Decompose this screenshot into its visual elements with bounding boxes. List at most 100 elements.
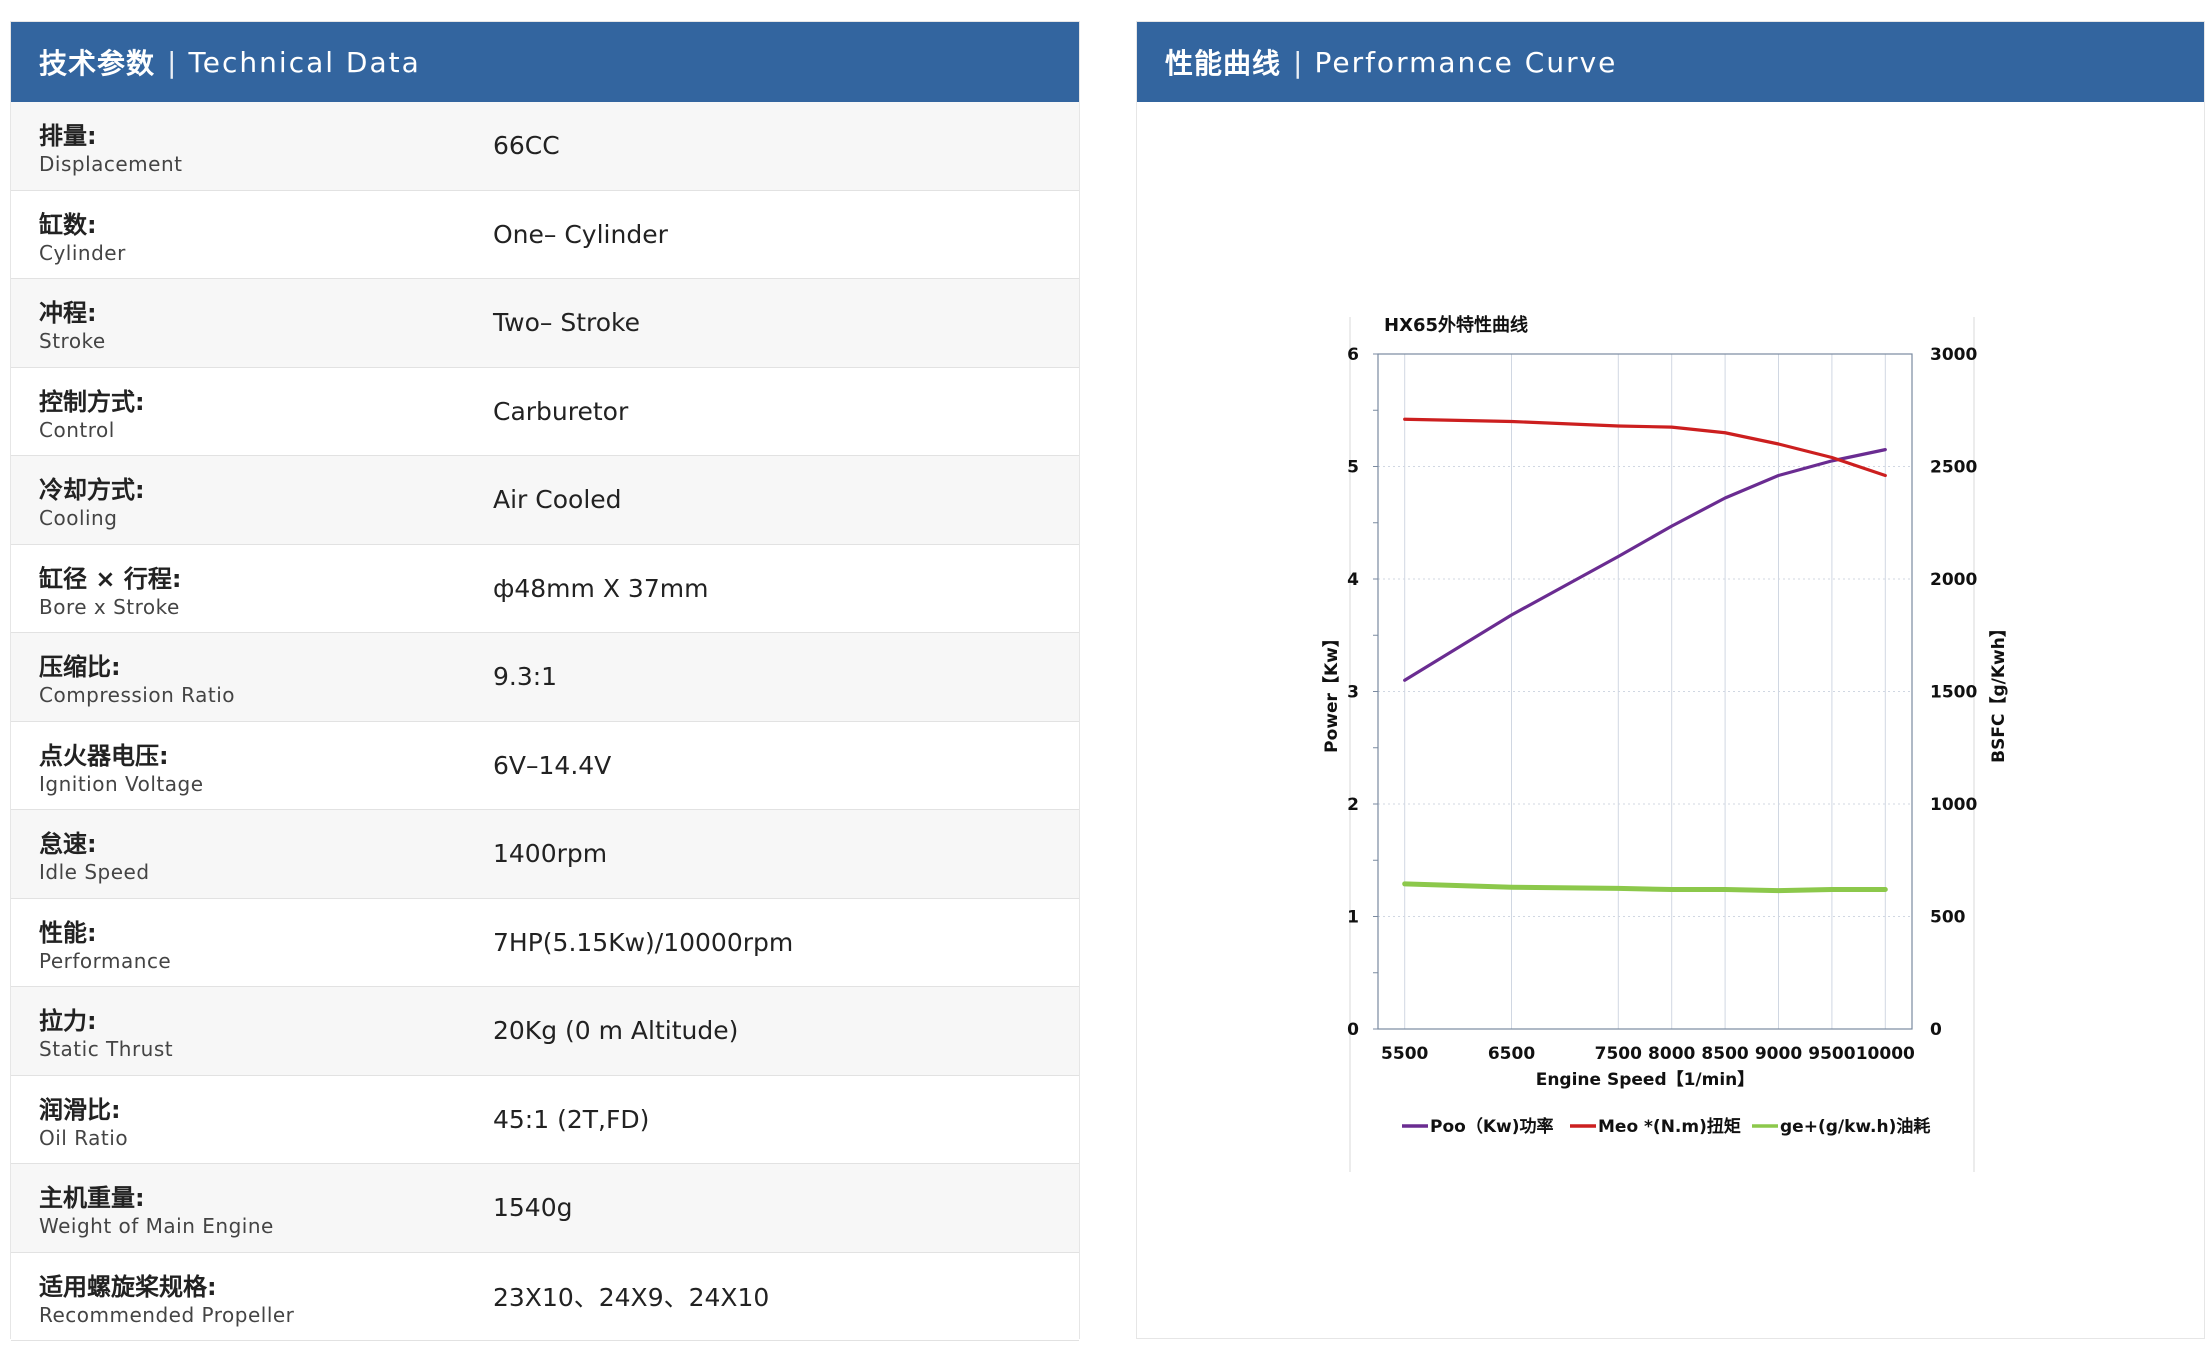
x-axis-label: Engine Speed【1/min】 <box>1536 1069 1755 1090</box>
header-title-cn: 性能曲线 <box>1165 47 1282 80</box>
spec-value: One– Cylinder <box>493 219 668 249</box>
performance-chart: 0 1 2 3 4 5 6 0 500 1000 1500 2000 2500 3000 5500 6500 7… <box>1321 314 2009 1172</box>
spec-label-cn: 冷却方式: <box>39 476 145 504</box>
spec-value: Air Cooled <box>493 485 622 515</box>
spec-label-cn: 点火器电压: <box>39 741 169 770</box>
x-tick-label: 9000 <box>1755 1044 1802 1064</box>
x-tick-label: 5500 <box>1381 1044 1428 1064</box>
spec-value: 1540g <box>493 1193 573 1223</box>
chart-title: HX65外特性曲线 <box>1384 314 1528 336</box>
y-tick-label: 5 <box>1347 458 1359 478</box>
legend-entry: Poo（Kw)功率 <box>1430 1116 1553 1137</box>
header-title-cn: 技术参数 <box>39 47 156 80</box>
spec-label-en: Recommended Propeller <box>39 1302 295 1327</box>
spec-label-en: Compression Ratio <box>39 683 235 707</box>
spec-label-en: Performance <box>39 948 172 973</box>
spec-label-en: Cylinder <box>39 240 126 265</box>
x-tick-label: 8000 <box>1648 1044 1695 1064</box>
spec-value: ф48mm X 37mm <box>493 573 709 603</box>
spec-row: 适用螺旋桨规格: Recommended Propeller 23X10、24X9、… <box>11 1252 1079 1341</box>
spec-value: 45:1 (2T,FD) <box>493 1104 650 1134</box>
spec-row: 压缩比: Compression Ratio 9.3:1 <box>11 633 1079 722</box>
spec-label-en: Static Thrust <box>39 1037 174 1061</box>
spec-row: 缸径 × 行程: Bore x Stroke ф48mm X 37mm <box>11 544 1079 633</box>
spec-value: 9.3:1 <box>493 662 558 692</box>
spec-row: 冲程: Stroke Two– Stroke <box>11 279 1079 368</box>
header-separator: | <box>167 45 177 79</box>
y2-tick-label: 0 <box>1930 1020 1942 1040</box>
spec-value: 1400rpm <box>493 839 608 869</box>
y-tick-label: 1 <box>1347 908 1359 928</box>
spec-label-en: Displacement <box>39 152 183 176</box>
x-tick-label: 6500 <box>1488 1044 1535 1064</box>
y-tick-label: 2 <box>1347 795 1359 815</box>
spec-value: 66CC <box>493 131 560 161</box>
spec-label-cn: 缸径 × 行程: <box>39 564 182 593</box>
spec-table: 排量: Displacement 66CC 缸数: Cylinder One– Cylin… <box>11 102 1079 1341</box>
spec-label-en: Stroke <box>39 329 106 353</box>
spec-row: 控制方式: Control Carburetor <box>11 367 1079 456</box>
y2-tick-label: 1500 <box>1930 683 1977 703</box>
spec-label-en: Bore x Stroke <box>39 594 180 619</box>
spec-label-en: Oil Ratio <box>39 1125 129 1150</box>
spec-label-cn: 控制方式: <box>39 387 145 416</box>
spec-value: 7HP(5.15Kw)/10000rpm <box>493 927 794 957</box>
spec-label-cn: 冲程: <box>39 299 97 327</box>
legend-entry: ge+(g/kw.h)油耗 <box>1780 1116 1930 1137</box>
x-tick-label: 7500 <box>1595 1044 1642 1064</box>
spec-label-cn: 性能: <box>39 918 97 947</box>
series-line <box>1402 881 1888 894</box>
y-tick-label: 3 <box>1347 683 1359 703</box>
spec-label-en: Ignition Voltage <box>39 771 204 796</box>
y2-tick-label: 3000 <box>1930 345 1977 365</box>
y2-tick-label: 2500 <box>1930 458 1977 478</box>
y2-axis-label: BSFC【g/Kwh】 <box>1988 620 2009 763</box>
performance-curve-panel: 性能曲线 | Performance Curve 0 1 2 3 4 5 6 0 500 1000… <box>1136 21 2205 1339</box>
legend-entry: Meo *(N.m)扭矩 <box>1598 1116 1741 1137</box>
spec-value: Two– Stroke <box>493 308 640 338</box>
x-tick-label: 10000 <box>1856 1044 1915 1064</box>
spec-row: 润滑比: Oil Ratio 45:1 (2T,FD) <box>11 1075 1079 1164</box>
spec-row: 缸数: Cylinder One– Cylinder <box>11 190 1079 279</box>
technical-data-header: 技术参数 | Technical Data <box>11 22 1079 102</box>
spec-label-cn: 拉力: <box>39 1007 97 1035</box>
y2-tick-label: 1000 <box>1930 795 1977 815</box>
spec-row: 怠速: Idle Speed 1400rpm <box>11 810 1079 899</box>
spec-row: 主机重量: Weight of Main Engine 1540g <box>11 1164 1079 1253</box>
y-tick-label: 0 <box>1347 1020 1359 1040</box>
y-tick-label: 6 <box>1347 345 1359 365</box>
spec-label-cn: 主机重量: <box>39 1184 145 1212</box>
spec-row: 排量: Displacement 66CC <box>11 102 1079 191</box>
header-separator: | <box>1293 45 1303 79</box>
spec-label-en: Cooling <box>39 506 118 530</box>
y-tick-label: 4 <box>1347 570 1359 590</box>
spec-row: 拉力: Static Thrust 20Kg (0 m Altitude) <box>11 987 1079 1076</box>
header-title-en: Performance Curve <box>1314 45 1618 79</box>
y2-tick-label: 2000 <box>1930 570 1977 590</box>
spec-row: 冷却方式: Cooling Air Cooled <box>11 456 1079 545</box>
y2-tick-label: 500 <box>1930 908 1966 928</box>
spec-row: 性能: Performance 7HP(5.15Kw)/10000rpm <box>11 898 1079 987</box>
header-title-en: Technical Data <box>188 45 421 79</box>
x-tick-label: 8500 <box>1701 1044 1748 1064</box>
spec-label-en: Weight of Main Engine <box>39 1214 274 1238</box>
spec-label-cn: 排量: <box>39 122 97 150</box>
spec-label-en: Control <box>39 417 115 442</box>
spec-value: 6V–14.4V <box>493 750 612 780</box>
technical-data-panel: 技术参数 | Technical Data 排量: Displacement 66C… <box>10 21 1080 1341</box>
spec-label-cn: 缸数: <box>39 210 97 239</box>
spec-value: 20Kg (0 m Altitude) <box>493 1016 739 1046</box>
spec-value: Carburetor <box>493 396 629 426</box>
spec-label-cn: 润滑比: <box>39 1095 121 1124</box>
series-line <box>1403 417 1887 478</box>
series-line <box>1403 448 1887 682</box>
spec-row: 点火器电压: Ignition Voltage 6V–14.4V <box>11 721 1079 810</box>
spec-label-cn: 压缩比: <box>39 653 121 681</box>
performance-curve-header: 性能曲线 | Performance Curve <box>1137 22 2204 102</box>
spec-label-en: Idle Speed <box>39 860 150 884</box>
spec-label-cn: 怠速: <box>39 830 97 858</box>
x-tick-label: 9500 <box>1808 1044 1855 1064</box>
spec-label-cn: 适用螺旋桨规格: <box>39 1272 217 1301</box>
y-axis-label: Power【Kw】 <box>1321 630 1342 753</box>
spec-value: 23X10、24X9、24X10 <box>493 1283 770 1313</box>
